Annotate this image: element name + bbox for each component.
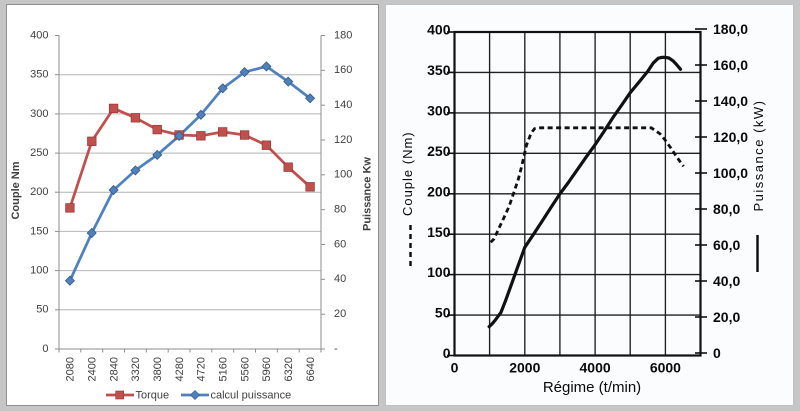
svg-text:140: 140 [334, 99, 352, 111]
svg-text:4280: 4280 [174, 357, 186, 381]
svg-text:6320: 6320 [283, 357, 295, 381]
svg-text:400: 400 [30, 29, 48, 41]
svg-text:120: 120 [334, 134, 352, 146]
svg-text:0: 0 [443, 345, 451, 361]
svg-text:6640: 6640 [305, 357, 317, 381]
svg-text:2840: 2840 [108, 357, 120, 381]
svg-text:Puissance (kW): Puissance (kW) [751, 99, 766, 211]
svg-text:350: 350 [30, 69, 48, 81]
svg-text:6000: 6000 [650, 360, 681, 376]
svg-text:4000: 4000 [580, 360, 611, 376]
svg-text:80: 80 [334, 204, 346, 216]
svg-text:Couple Nm: Couple Nm [10, 161, 22, 219]
svg-text:2080: 2080 [65, 357, 77, 381]
svg-text:0: 0 [713, 345, 721, 361]
svg-text:calcul puissance: calcul puissance [211, 390, 292, 402]
svg-text:Torque: Torque [136, 390, 170, 402]
svg-text:60: 60 [334, 238, 346, 250]
svg-text:50: 50 [435, 305, 451, 321]
svg-text:2400: 2400 [87, 357, 99, 381]
svg-text:0: 0 [42, 343, 48, 355]
svg-text:Régime (t/min): Régime (t/min) [543, 379, 641, 396]
svg-text:200: 200 [30, 186, 48, 198]
svg-text:200: 200 [427, 183, 451, 199]
svg-text:2000: 2000 [509, 360, 540, 376]
svg-text:120,0: 120,0 [713, 129, 748, 145]
svg-text:100,0: 100,0 [713, 165, 748, 181]
svg-text:3800: 3800 [152, 357, 164, 381]
svg-text:80,0: 80,0 [713, 201, 740, 217]
svg-text:100: 100 [427, 264, 451, 280]
svg-text:180: 180 [334, 29, 352, 41]
svg-text:160: 160 [334, 64, 352, 76]
svg-text:5960: 5960 [261, 357, 273, 381]
svg-text:140,0: 140,0 [713, 93, 748, 109]
svg-text:150: 150 [30, 225, 48, 237]
svg-text:40,0: 40,0 [713, 273, 740, 289]
svg-text:5160: 5160 [218, 357, 230, 381]
svg-text:250: 250 [30, 147, 48, 159]
svg-text:100: 100 [334, 169, 352, 181]
svg-text:20: 20 [334, 308, 346, 320]
svg-text:400: 400 [427, 22, 451, 38]
svg-text:40: 40 [334, 273, 346, 285]
svg-text:5560: 5560 [239, 357, 251, 381]
svg-text:160,0: 160,0 [713, 57, 748, 73]
svg-text:20,0: 20,0 [713, 309, 740, 325]
svg-text:-: - [334, 343, 338, 355]
svg-text:Couple (Nm): Couple (Nm) [400, 131, 415, 216]
svg-text:250: 250 [427, 143, 451, 159]
svg-text:100: 100 [30, 265, 48, 277]
svg-text:Puissance Kw: Puissance Kw [362, 157, 374, 231]
svg-text:180,0: 180,0 [713, 21, 748, 37]
svg-text:300: 300 [30, 108, 48, 120]
svg-text:60,0: 60,0 [713, 237, 740, 253]
svg-text:50: 50 [36, 304, 48, 316]
svg-text:3320: 3320 [130, 357, 142, 381]
svg-text:150: 150 [427, 224, 451, 240]
svg-text:4720: 4720 [196, 357, 208, 381]
svg-text:350: 350 [427, 62, 451, 78]
svg-text:300: 300 [427, 103, 451, 119]
svg-text:0: 0 [451, 360, 459, 376]
